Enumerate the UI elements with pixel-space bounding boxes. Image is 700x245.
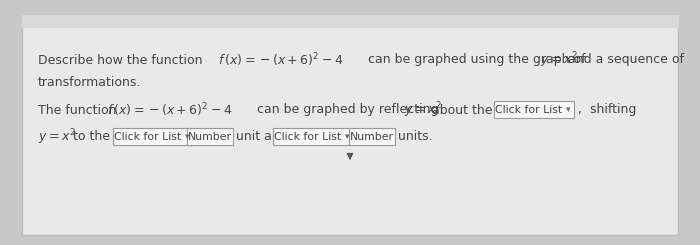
FancyBboxPatch shape [349,128,395,146]
Text: Click for List: Click for List [274,132,342,142]
Text: unit and: unit and [236,131,288,144]
FancyBboxPatch shape [187,128,233,146]
Text: ▾: ▾ [185,133,189,142]
Text: Describe how the function: Describe how the function [38,53,206,66]
Text: $y=x^2$: $y=x^2$ [404,100,442,120]
Text: can be graphed by reflecting: can be graphed by reflecting [257,103,438,117]
Bar [0,0,700,20]
Text: ▾: ▾ [566,106,570,114]
Text: units.: units. [398,131,433,144]
Text: Click for List: Click for List [496,105,563,115]
FancyBboxPatch shape [273,128,353,146]
Text: and a sequence of: and a sequence of [568,53,684,66]
Text: about the: about the [432,103,493,117]
Bar [22,15,678,27]
Text: The function: The function [38,103,116,117]
Text: can be graphed using the graph of: can be graphed using the graph of [368,53,586,66]
Text: $y=x^2$: $y=x^2$ [540,50,578,70]
Text: Click for List: Click for List [114,132,181,142]
Text: $f\,(x) = -(x+6)^2-4$: $f\,(x) = -(x+6)^2-4$ [218,51,343,69]
Text: transformations.: transformations. [38,75,141,88]
FancyBboxPatch shape [494,101,574,119]
Text: Number: Number [188,132,232,142]
FancyBboxPatch shape [113,128,193,146]
Text: Number: Number [350,132,394,142]
Text: $f\,(x) = -(x+6)^2-4$: $f\,(x) = -(x+6)^2-4$ [107,101,232,119]
Text: ,  shifting: , shifting [578,103,636,117]
FancyBboxPatch shape [22,15,678,235]
Text: $y=x^2$: $y=x^2$ [38,127,76,147]
Text: ▾: ▾ [344,133,349,142]
Text: to the: to the [73,131,110,144]
